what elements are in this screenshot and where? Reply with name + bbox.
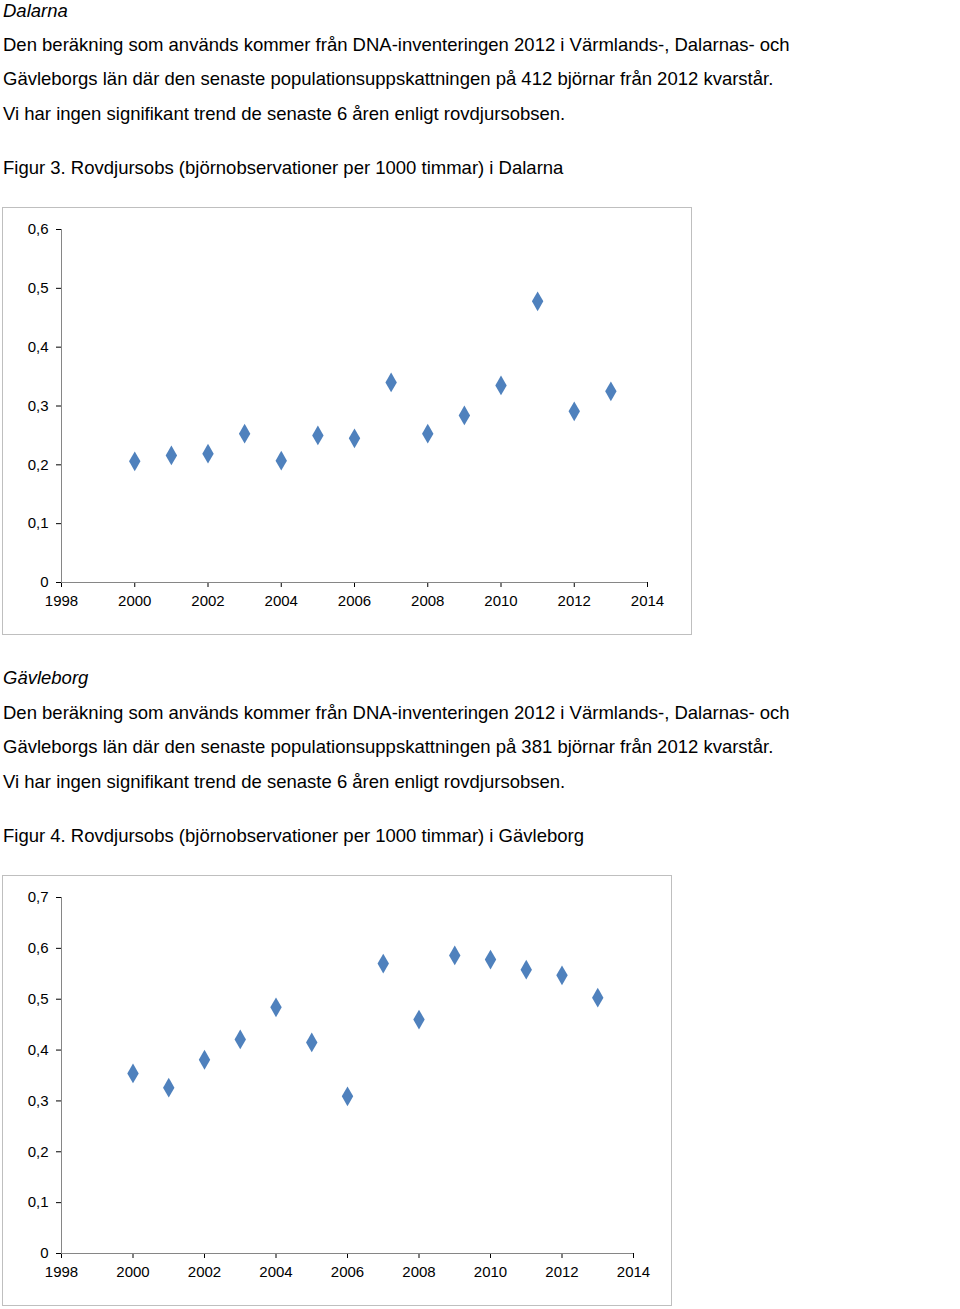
html-text:Gävleborgs län där den senaste: Gävleborgs län där den senaste populatio…	[3, 736, 774, 757]
svg-text:2010: 2010	[474, 1263, 507, 1280]
html-text:Gävleborg: Gävleborg	[3, 667, 89, 688]
svg-text:2004: 2004	[265, 592, 298, 609]
html-text:Vi har ingen signifikant trend: Vi har ingen signifikant trend de senast…	[3, 103, 566, 124]
svg-text:0,1: 0,1	[28, 1193, 49, 1210]
svg-text:0,6: 0,6	[28, 220, 49, 237]
svg-text:0,5: 0,5	[28, 990, 49, 1007]
svg-text:2008: 2008	[402, 1263, 435, 1280]
svg-text:2006: 2006	[331, 1263, 364, 1280]
svg-text:0,1: 0,1	[28, 514, 49, 531]
svg-text:0: 0	[40, 573, 48, 590]
svg-text:2014: 2014	[631, 592, 664, 609]
html-text:Gävleborgs län där den senaste: Gävleborgs län där den senaste populatio…	[3, 68, 774, 89]
svg-text:2012: 2012	[558, 592, 591, 609]
svg-text:1998: 1998	[45, 592, 78, 609]
svg-text:2012: 2012	[545, 1263, 578, 1280]
svg-text:0,4: 0,4	[28, 1041, 49, 1058]
html-text:Figur 3. Rovdjursobs (björnobs: Figur 3. Rovdjursobs (björnobservationer…	[3, 157, 564, 178]
svg-text:0: 0	[40, 1244, 48, 1261]
svg-text:2008: 2008	[411, 592, 444, 609]
svg-text:0,5: 0,5	[28, 279, 49, 296]
html-text:Figur 4. Rovdjursobs (björnobs: Figur 4. Rovdjursobs (björnobservationer…	[3, 825, 584, 846]
svg-text:0,7: 0,7	[28, 888, 49, 905]
svg-text:2004: 2004	[259, 1263, 292, 1280]
html-text:Den beräkning som används komm: Den beräkning som används kommer från DN…	[3, 702, 790, 723]
svg-text:0,4: 0,4	[28, 338, 49, 355]
svg-text:2010: 2010	[484, 592, 517, 609]
svg-text:0,2: 0,2	[28, 1143, 49, 1160]
svg-text:0,3: 0,3	[28, 1092, 49, 1109]
svg-text:2000: 2000	[116, 1263, 149, 1280]
svg-text:2002: 2002	[188, 1263, 221, 1280]
svg-text:2002: 2002	[191, 592, 224, 609]
svg-text:2000: 2000	[118, 592, 151, 609]
svg-text:1998: 1998	[45, 1263, 78, 1280]
html-text:Vi har ingen signifikant trend: Vi har ingen signifikant trend de senast…	[3, 771, 566, 792]
html-text:Dalarna: Dalarna	[3, 0, 68, 21]
svg-text:0,2: 0,2	[28, 456, 49, 473]
html-text:Den beräkning som används komm: Den beräkning som används kommer från DN…	[3, 34, 790, 55]
svg-text:2014: 2014	[617, 1263, 650, 1280]
svg-text:2006: 2006	[338, 592, 371, 609]
svg-text:0,3: 0,3	[28, 397, 49, 414]
svg-text:0,6: 0,6	[28, 939, 49, 956]
